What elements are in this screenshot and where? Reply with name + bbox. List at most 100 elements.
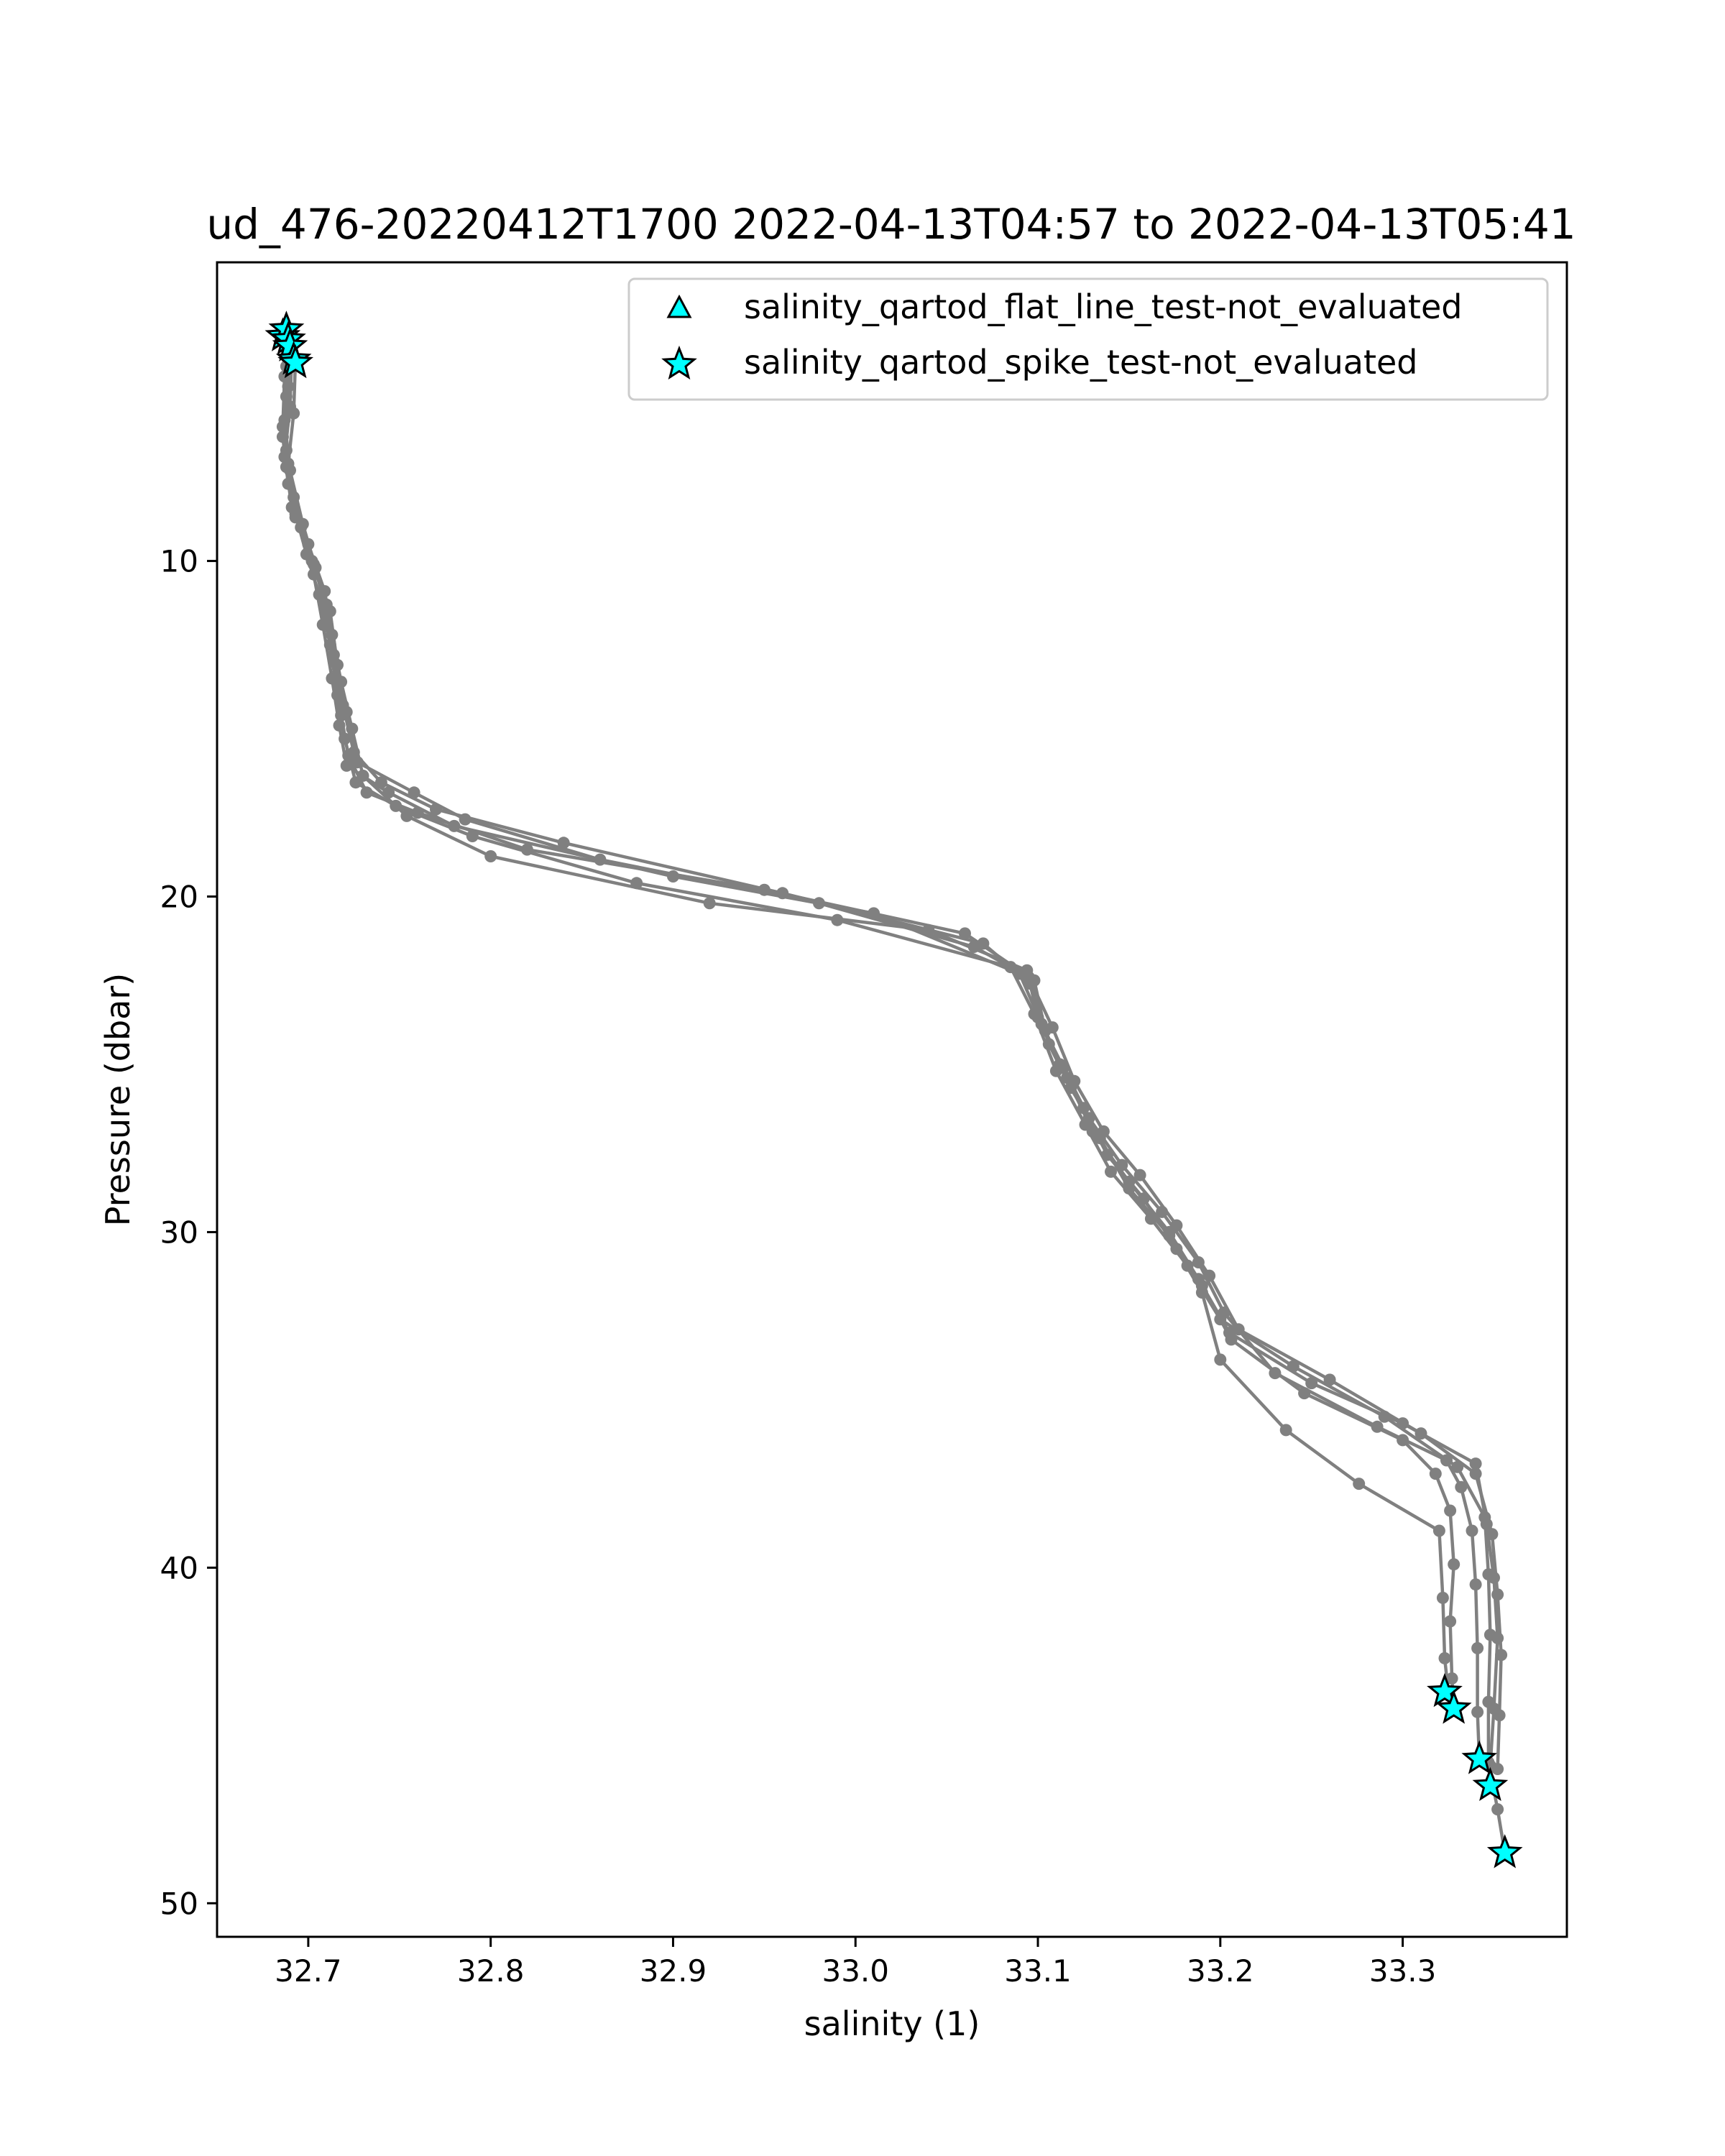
data-point-5-27: [1495, 1649, 1508, 1662]
data-point-5-19: [1170, 1219, 1183, 1232]
y-axis-label: Pressure (dbar): [98, 973, 137, 1226]
data-point-2-11: [448, 819, 461, 832]
x-tick-label: 32.7: [275, 1953, 342, 1989]
legend-box: [627, 277, 1549, 401]
data-point-5-7: [340, 706, 353, 719]
x-axis-ticks: 32.7 32.8 32.9 33.0 33.1 33.2 33.3: [275, 1937, 1436, 1989]
data-point-5-16: [1068, 1074, 1081, 1087]
star-marker-icon: [661, 345, 697, 380]
data-point-0-19: [1105, 1165, 1117, 1178]
data-point-5-11: [594, 853, 607, 866]
triangle-marker-icon: [666, 294, 692, 318]
y-tick-label: 50: [160, 1886, 198, 1921]
data-point-5-10: [459, 813, 472, 826]
data-point-4-15: [1042, 1038, 1055, 1051]
data-point-2-24: [1440, 1454, 1453, 1467]
data-point-2-27: [1469, 1578, 1482, 1591]
x-tick-label: 32.9: [640, 1953, 707, 1989]
data-point-5-4: [308, 558, 320, 571]
data-point-5-8: [351, 756, 364, 769]
data-point-3-22: [1214, 1353, 1227, 1366]
data-point-2-6: [316, 618, 329, 631]
data-point-4-19: [1163, 1229, 1176, 1242]
x-tick-label: 32.8: [457, 1953, 525, 1989]
data-point-5-29: [1491, 1763, 1504, 1775]
data-point-5-28: [1493, 1709, 1506, 1722]
data-point-5-25: [1486, 1528, 1499, 1541]
data-point-1-23: [1305, 1377, 1318, 1390]
data-point-2-28: [1471, 1641, 1484, 1654]
data-point-5-13: [967, 941, 980, 953]
flag-star-8: [1461, 1740, 1498, 1774]
flag-star-9: [1472, 1766, 1509, 1802]
y-tick-label: 40: [160, 1550, 198, 1585]
data-point-5-22: [1323, 1373, 1336, 1386]
x-tick-label: 33.1: [1004, 1953, 1072, 1989]
data-point-0-31: [1491, 1803, 1504, 1816]
data-point-3-11: [484, 850, 497, 862]
data-point-5-1: [288, 407, 300, 420]
data-point-5-12: [813, 897, 825, 910]
x-tick-label: 33.0: [822, 1953, 889, 1989]
flag-star-5: [277, 344, 314, 379]
data-point-4-25: [1444, 1504, 1457, 1517]
data-point-1-12: [520, 843, 533, 856]
data-point-4-21: [1225, 1333, 1238, 1346]
data-point-4-18: [1123, 1182, 1136, 1195]
data-point-3-23: [1279, 1424, 1292, 1437]
data-point-2-25: [1455, 1480, 1468, 1493]
data-point-4-28: [1445, 1672, 1458, 1685]
data-point-4-24: [1429, 1468, 1442, 1480]
data-point-5-14: [1022, 971, 1035, 984]
x-axis-label: salinity (1): [804, 2004, 980, 2043]
data-point-5-9: [408, 786, 420, 799]
data-point-5-6: [331, 658, 344, 671]
data-point-2-29: [1471, 1705, 1484, 1718]
data-point-5-26: [1491, 1588, 1504, 1601]
data-point-1-25: [1469, 1457, 1482, 1470]
data-point-3-10: [400, 809, 413, 822]
flag-star-7: [1435, 1690, 1472, 1724]
data-point-5-17: [1097, 1125, 1110, 1138]
y-axis-ticks: 10 20 30 40 50: [160, 544, 217, 1921]
data-point-5-18: [1133, 1169, 1146, 1181]
profile-line-5: [286, 359, 1503, 1769]
chart-title: ud_476-20220412T1700 2022-04-13T04:57 to…: [206, 200, 1576, 249]
data-point-4-22: [1298, 1387, 1311, 1400]
data-point-3-9: [356, 769, 369, 782]
data-point-5-23: [1414, 1427, 1427, 1440]
data-point-3-12: [703, 897, 716, 910]
data-point-4-27: [1444, 1615, 1457, 1628]
data-point-5-15: [1046, 1021, 1059, 1034]
legend-label-flat-line: salinity_qartod_flat_line_test-not_evalu…: [744, 287, 1462, 326]
data-point-5-3: [289, 511, 302, 524]
data-point-5-5: [323, 605, 336, 618]
data-point-4-26: [1448, 1558, 1460, 1571]
data-point-5-24: [1469, 1468, 1482, 1480]
data-point-2-8: [333, 719, 346, 732]
data-point-4-23: [1397, 1434, 1409, 1447]
data-point-5-2: [282, 457, 295, 470]
legend-label-spike: salinity_qartod_spike_test-not_evaluated: [744, 343, 1417, 382]
x-tick-label: 33.2: [1187, 1953, 1254, 1989]
data-point-1-10: [360, 786, 373, 799]
legend: salinity_qartod_flat_line_test-not_evalu…: [627, 277, 1549, 401]
plot-frame: [216, 261, 1568, 1938]
data-point-3-25: [1432, 1524, 1445, 1537]
flag-star-10: [1486, 1834, 1523, 1869]
data-point-4-11: [557, 837, 570, 849]
data-point-3-27: [1438, 1651, 1451, 1664]
data-point-4-20: [1195, 1279, 1208, 1292]
data-point-3-24: [1353, 1478, 1366, 1491]
y-tick-label: 30: [160, 1215, 198, 1250]
x-tick-label: 33.3: [1369, 1953, 1437, 1989]
data-point-2-9: [340, 759, 353, 772]
data-point-2-26: [1466, 1524, 1478, 1537]
y-tick-label: 10: [160, 544, 198, 579]
flag-star-6: [1427, 1672, 1463, 1708]
data-point-5-21: [1232, 1323, 1245, 1336]
data-point-5-20: [1203, 1269, 1216, 1282]
y-tick-label: 20: [160, 880, 198, 915]
data-point-1-27: [1488, 1571, 1500, 1584]
